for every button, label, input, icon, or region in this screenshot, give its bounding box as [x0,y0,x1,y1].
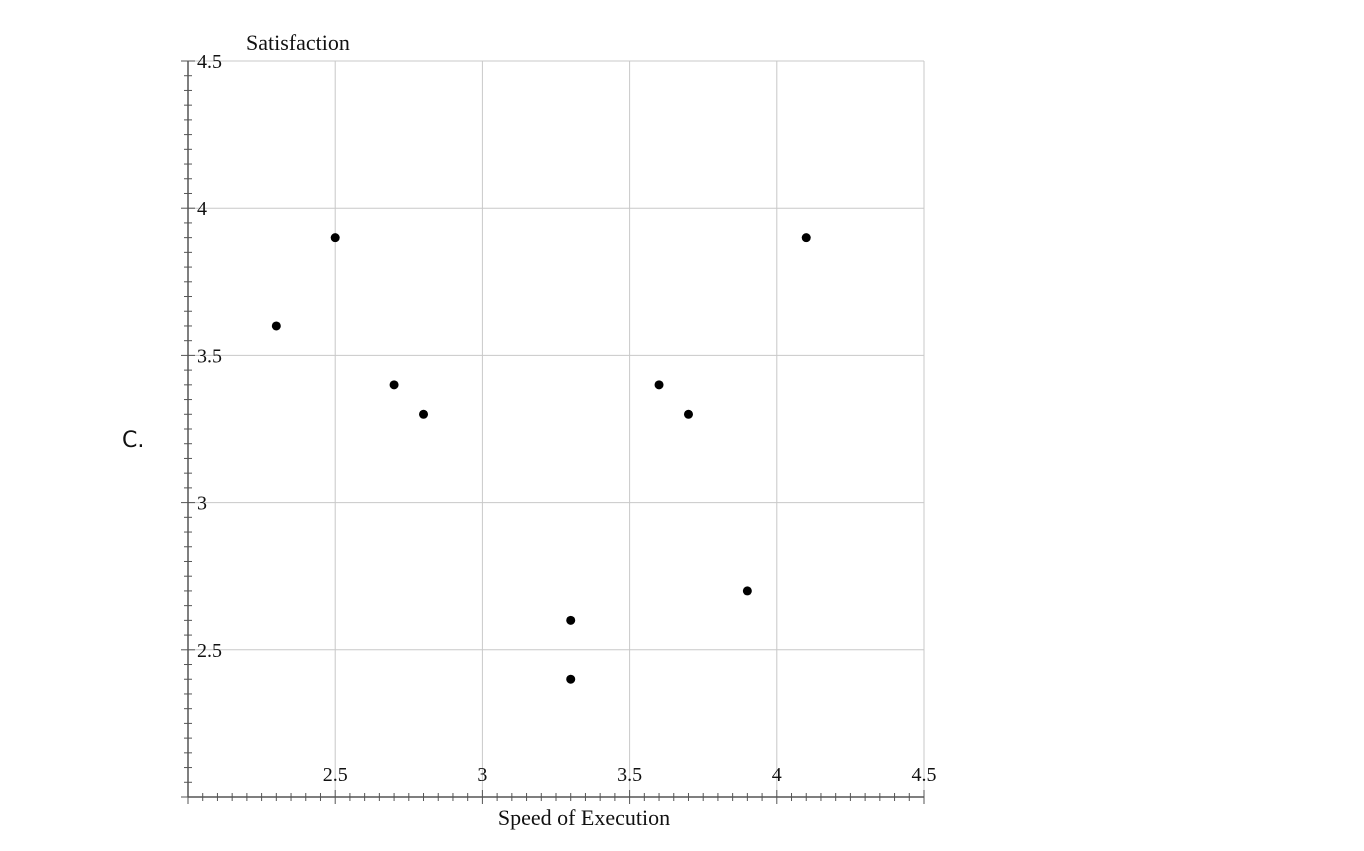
data-point [801,233,811,243]
y-axis-title: Satisfaction [246,30,350,55]
data-point [330,233,340,243]
tick-labels: 2.5 3 3.5 4 4.5 2.5 3 3.5 4 4.5 [197,51,937,786]
x-tick-label: 3 [477,764,487,786]
option-label: C. [122,428,145,453]
data-point [271,321,281,331]
data-points [271,233,811,684]
axes [187,61,924,798]
x-axis-title: Speed of Execution [498,805,670,830]
data-point [419,409,429,419]
data-point [683,409,693,419]
data-point [566,674,576,684]
y-tick-label: 4.5 [197,51,222,73]
y-tick-label: 2.5 [197,640,222,662]
x-tick-label: 4 [772,764,782,786]
data-point [389,380,399,390]
y-tick-label: 3.5 [197,345,222,367]
x-tick-label: 2.5 [323,764,348,786]
grid-lines [188,60,925,797]
y-tick-label: 4 [197,198,207,220]
x-tick-label: 4.5 [912,764,937,786]
data-point [742,586,752,596]
y-tick-label: 3 [197,493,207,515]
data-point [566,615,576,625]
x-tick-label: 3.5 [617,764,642,786]
axis-ticks [181,60,925,804]
data-point [654,380,664,390]
